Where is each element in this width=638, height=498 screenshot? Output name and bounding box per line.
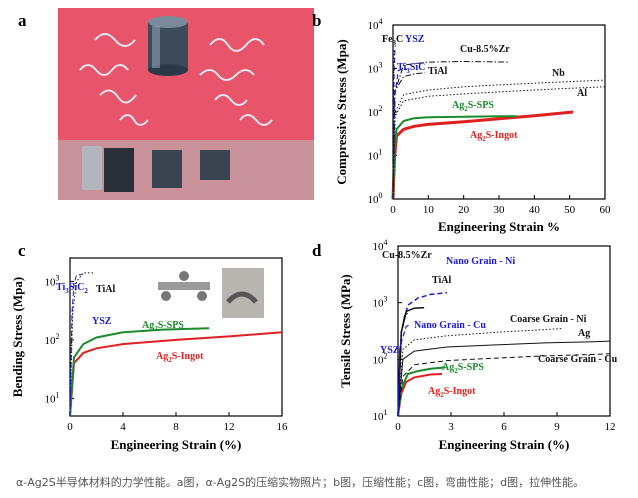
series-line-tial [397, 312, 409, 417]
series-label: Coarse Grain - Cu [538, 354, 618, 365]
panel-a: a [18, 8, 314, 200]
x-tick-label: 16 [277, 421, 289, 433]
bending-fixture-icon [158, 271, 210, 301]
x-tick-label: 0 [395, 421, 401, 433]
panel-d-ylabel: Tensile Stress (MPa) [338, 274, 353, 387]
series-label: YSZ [405, 34, 425, 45]
series-label: TiAl [432, 275, 451, 286]
y-tick-label: 100 [368, 191, 383, 206]
x-tick-label: 6 [501, 421, 507, 433]
x-tick-label: 60 [600, 204, 612, 216]
series-line-ti3sic2 [69, 274, 82, 417]
y-tick-label: 101 [373, 408, 388, 423]
series-line-ag2s-sps [69, 327, 210, 417]
x-tick-label: 10 [423, 204, 435, 216]
x-tick-label: 0 [390, 204, 396, 216]
x-tick-label: 12 [605, 421, 616, 433]
y-tick-label: 101 [368, 148, 383, 163]
series-line-coarse-grain-cu [397, 353, 611, 417]
x-tick-label: 20 [458, 204, 470, 216]
series-line-al [392, 86, 606, 200]
series-label: Ti3SiC2 [56, 282, 88, 295]
series-line-nano-grain-ni [397, 291, 447, 417]
series-label: YSZ [380, 345, 400, 356]
panel-c: c 0 4 8 12 16101102103Ag2S-IngotAg2S-SPSTi3S… [10, 241, 288, 452]
series-line-ysz [392, 45, 396, 200]
bent-sample-icon [222, 268, 264, 318]
panel-d: d 0 3 6 9 12101102103104Ag2S-IngotAg2S-SPSAg… [312, 238, 618, 452]
series-line-coarse-grain-ni [397, 328, 562, 417]
x-tick-label: 3 [448, 421, 454, 433]
series-label: Ag2S-Ingot [428, 386, 476, 399]
x-tick-label: 50 [564, 204, 576, 216]
series-line-ag2s-sps [392, 115, 517, 200]
series-label: Ti3SiC [397, 62, 425, 75]
panel-d-letter: d [312, 241, 322, 260]
x-tick-label: 9 [554, 421, 560, 433]
series-label: Ag2S-SPS [442, 362, 484, 375]
panel-b: b 0 10 20 30 40 50 60 100 101 102 103 104 Ag2S-Ingot… [312, 11, 611, 234]
y-tick-label: 104 [368, 17, 383, 32]
series-line-ag2s-ingot [69, 331, 283, 417]
series-label: Ag2S-SPS [452, 100, 494, 113]
panel-c-ylabel: Bending Stress (Mpa) [10, 277, 25, 397]
cylinder-ingot-icon [148, 16, 188, 76]
chip-coil-icon [79, 33, 273, 126]
panel-c-xlabel: Engineering Strain (%) [111, 437, 242, 452]
series-label: Nano Grain - Cu [414, 320, 486, 331]
y-tick-label: 102 [368, 104, 383, 119]
x-tick-label: 8 [173, 421, 179, 433]
panel-a-letter: a [18, 11, 27, 30]
series-label: TiAl [428, 66, 447, 77]
series-label: Al [577, 88, 587, 99]
series-line-ag2s-ingot [391, 110, 574, 200]
series-label: Cu-8.5%Zr [460, 44, 510, 55]
y-tick-label: 103 [368, 61, 383, 76]
panel-d-xlabel: Engineering Strain (%) [439, 437, 570, 452]
series-label: YSZ [92, 316, 112, 327]
x-tick-label: 4 [120, 421, 126, 433]
series-label: TiAl [96, 284, 115, 295]
figure-caption: α-Ag2S半导体材料的力学性能。a图，α-Ag2S的压缩实物照片；b图，压缩性… [16, 476, 585, 489]
series-label: Ag [578, 328, 590, 339]
series-label: Ag2S-Ingot [470, 130, 518, 143]
series-line-ag [397, 340, 611, 417]
panel-b-xlabel: Engineering Strain % [438, 219, 560, 234]
series-label: Cu-8.5%Zr [382, 250, 432, 261]
y-tick-label: 101 [45, 390, 60, 405]
series-label: Coarse Grain - Ni [510, 314, 587, 325]
panel-b-ylabel: Compressive Stress (Mpa) [334, 39, 349, 184]
y-tick-label: 103 [373, 295, 388, 310]
x-tick-label: 40 [529, 204, 541, 216]
series-line-ag2s-sps [397, 366, 446, 417]
x-tick-label: 12 [224, 421, 235, 433]
series-line-ysz [397, 338, 403, 417]
series-label: Nano Grain - Ni [446, 256, 515, 267]
panel-c-letter: c [18, 241, 26, 260]
x-tick-label: 0 [67, 421, 73, 433]
series-line-ysz [69, 304, 74, 417]
y-tick-label: 102 [45, 332, 60, 347]
x-tick-label: 30 [494, 204, 506, 216]
series-line-tial [392, 72, 425, 200]
series-label: Ag2S-Ingot [156, 351, 204, 364]
figure-canvas: a b 0 10 20 3 [10, 8, 618, 452]
compressed-sample-icon [82, 146, 230, 192]
panel-b-letter: b [312, 11, 321, 30]
series-label: Ag2S-SPS [142, 320, 184, 333]
series-label: Fe3C [382, 34, 403, 47]
series-label: Nb [552, 68, 565, 79]
